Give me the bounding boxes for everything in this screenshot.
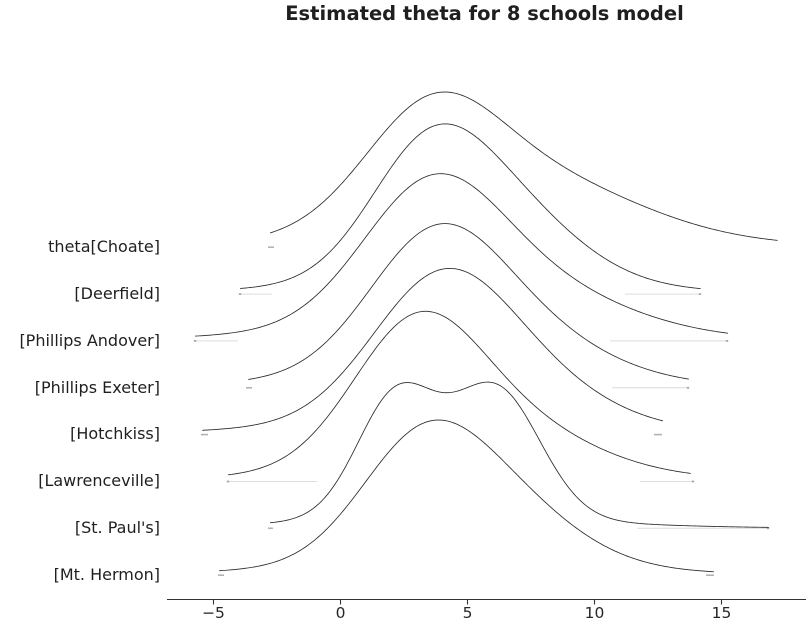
y-tick-label-phillips-andover: [Phillips Andover] xyxy=(19,330,160,350)
x-tick-label-neg5: −5 xyxy=(202,604,225,622)
density-curve-choate xyxy=(269,91,778,241)
x-tick-label-10: 10 xyxy=(584,604,605,622)
density-curve-deerfield xyxy=(239,123,701,290)
y-tick-label-st-pauls: [St. Paul's] xyxy=(74,518,160,538)
density-curve-lawrenceville xyxy=(228,310,691,476)
y-tick-label-choate: theta[Choate] xyxy=(48,237,160,256)
chart-title: Estimated theta for 8 schools model xyxy=(285,2,684,25)
density-curve-hotchkiss xyxy=(202,267,663,431)
density-curve-st-pauls xyxy=(269,381,769,528)
density-curve-phillips-andover xyxy=(195,173,729,337)
density-curve-mt-hermon xyxy=(219,419,715,573)
density-curve-phillips-exeter xyxy=(248,223,689,380)
y-tick-label-lawrenceville: [Lawrenceville] xyxy=(38,471,160,491)
y-tick-label-phillips-exeter: [Phillips Exeter] xyxy=(34,377,160,397)
y-tick-label-mt-hermon: [Mt. Hermon] xyxy=(53,565,160,584)
x-tick-label-5: 5 xyxy=(462,604,473,622)
y-tick-label-deerfield: [Deerfield] xyxy=(74,283,160,303)
x-tick-label-0: 0 xyxy=(335,604,346,622)
y-tick-label-hotchkiss: [Hotchkiss] xyxy=(70,424,160,444)
x-tick-label-15: 15 xyxy=(711,604,732,622)
